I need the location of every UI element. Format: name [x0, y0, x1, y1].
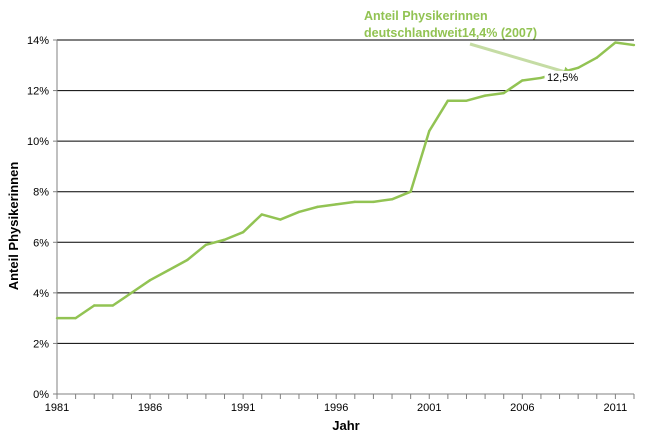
data-point-2003 — [465, 99, 468, 102]
data-point-2010 — [595, 56, 598, 59]
x-tick-label: 1986 — [138, 402, 162, 414]
value-label-background — [544, 70, 581, 84]
x-tick-label: 1981 — [45, 402, 69, 414]
data-point-1993 — [279, 218, 282, 221]
series-points — [55, 41, 636, 320]
data-point-1984 — [111, 304, 115, 307]
data-point-1981 — [55, 316, 59, 320]
data-point-1998 — [372, 200, 375, 204]
data-point-1995 — [316, 205, 319, 209]
x-tick-labels: 1981 1986 1991 1996 2001 2006 2011 — [45, 402, 627, 414]
data-point-1990 — [223, 238, 226, 241]
data-point-1989 — [204, 243, 208, 247]
annotation-line-1: Anteil Physikerinnen — [364, 9, 488, 23]
annotation-line-2: deutschlandweit14,4% (2007) — [364, 26, 537, 40]
value-label-2008: 12,5% — [547, 72, 578, 84]
data-point-1994 — [297, 210, 301, 214]
annotation-arrow — [469, 42, 565, 74]
y-tick-label: 8% — [33, 187, 49, 199]
data-point-1982 — [74, 316, 77, 320]
data-point-2007 — [539, 76, 543, 80]
data-point-2000 — [409, 190, 412, 193]
data-point-1983 — [93, 304, 96, 307]
y-tick-labels: 0% 2% 4% 6% 8% 10% 12% 14% — [27, 35, 49, 401]
data-point-1985 — [130, 291, 133, 295]
axes — [53, 39, 635, 399]
y-tick-label: 12% — [27, 86, 49, 98]
y-tick-label: 14% — [27, 35, 49, 47]
x-tick-label: 2006 — [510, 402, 534, 414]
data-point-1991 — [241, 230, 245, 234]
data-point-1986 — [148, 279, 152, 282]
data-point-1997 — [353, 200, 357, 204]
y-tick-label: 2% — [33, 338, 49, 350]
data-point-1999 — [390, 198, 394, 201]
data-point-1996 — [334, 203, 338, 206]
x-axis-title: Jahr — [332, 418, 359, 433]
data-point-1988 — [186, 258, 189, 262]
data-point-1987 — [167, 268, 170, 272]
x-tick-label: 2011 — [604, 402, 628, 414]
x-tick-label: 1996 — [324, 402, 348, 414]
x-tick-label: 1991 — [231, 402, 255, 414]
data-point-2012 — [632, 43, 636, 47]
data-point-2011 — [614, 41, 617, 44]
y-axis-title: Anteil Physikerinnen — [6, 162, 21, 291]
data-point-1992 — [260, 213, 263, 216]
y-tick-label: 4% — [33, 288, 49, 300]
series-line-anteil-physikerinnen — [57, 41, 635, 320]
gridlines — [57, 39, 634, 344]
data-point-2001 — [428, 129, 431, 133]
data-point-2009 — [576, 66, 580, 70]
data-point-2005 — [502, 91, 505, 95]
data-point-2004 — [483, 94, 487, 97]
data-point-2006 — [521, 79, 524, 82]
x-tick-label: 2001 — [417, 402, 441, 414]
data-point-2002 — [446, 99, 450, 102]
y-tick-label: 0% — [33, 389, 49, 401]
y-tick-label: 6% — [33, 237, 49, 249]
y-tick-label: 10% — [27, 136, 49, 148]
